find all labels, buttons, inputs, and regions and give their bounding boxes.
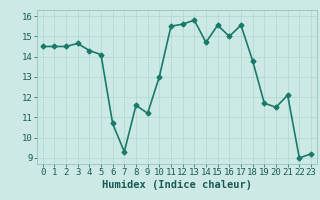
X-axis label: Humidex (Indice chaleur): Humidex (Indice chaleur) — [102, 180, 252, 190]
